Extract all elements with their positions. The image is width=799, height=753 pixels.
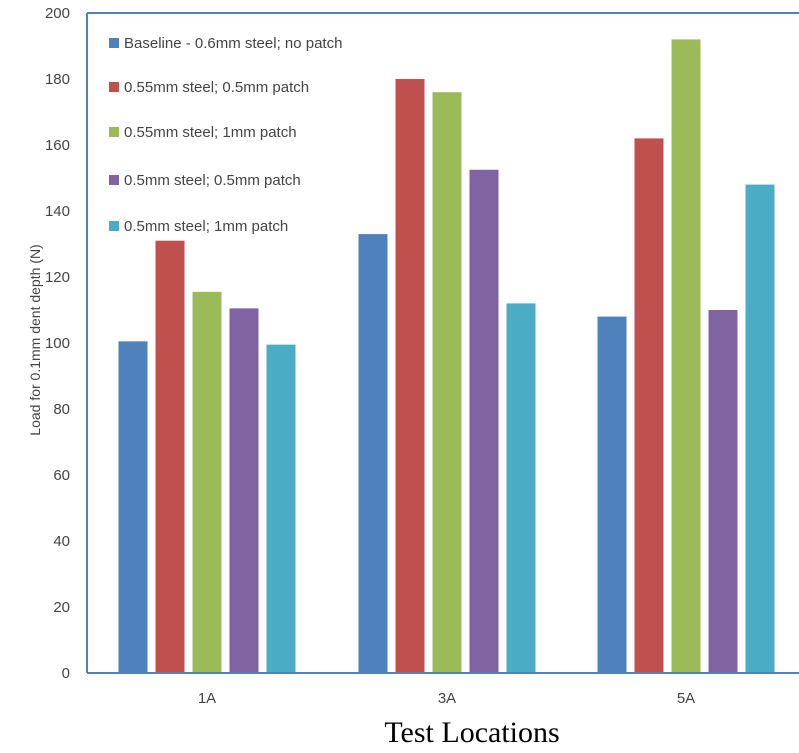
bar-3a-series-3	[432, 92, 462, 673]
bar-5a-series-2	[634, 138, 664, 673]
y-axis-ticks: 0 20 40 60 80 100 120 140 160 180 200	[45, 5, 70, 682]
bar-3a-series-4	[469, 169, 499, 673]
y-tick-label: 60	[53, 467, 70, 484]
x-axis-title: Test Locations	[384, 716, 559, 749]
axes	[86, 12, 799, 674]
legend-swatch	[109, 221, 119, 231]
bar-5a-series-1	[597, 316, 627, 673]
y-tick-label: 0	[62, 665, 70, 682]
x-tick-label: 1A	[198, 690, 216, 707]
bar-5a-series-4	[708, 310, 738, 673]
y-tick-label: 20	[53, 599, 70, 616]
y-tick-label: 100	[45, 335, 70, 352]
y-axis-label: Load for 0.1mm dent depth (N)	[27, 244, 43, 435]
y-tick-label: 140	[45, 203, 70, 220]
bar-1a-series-1	[118, 341, 148, 673]
legend-label: 0.55mm steel; 0.5mm patch	[124, 79, 309, 96]
y-tick-label: 80	[53, 401, 70, 418]
bar-3a-series-2	[395, 79, 425, 673]
legend-label: 0.5mm steel; 0.5mm patch	[124, 172, 301, 189]
y-tick-label: 120	[45, 269, 70, 286]
x-tick-label: 3A	[438, 690, 456, 707]
y-tick-label: 180	[45, 71, 70, 88]
bar-1a-series-5	[266, 344, 296, 673]
legend-swatch	[109, 82, 119, 92]
bar-1a-series-3	[192, 291, 222, 673]
x-tick-label: 5A	[677, 690, 695, 707]
bar-1a-series-4	[229, 308, 259, 673]
bars	[118, 39, 775, 673]
legend: Baseline - 0.6mm steel; no patch 0.55mm s…	[109, 35, 342, 235]
legend-swatch	[109, 175, 119, 185]
bar-5a-series-3	[671, 39, 701, 673]
y-tick-label: 40	[53, 533, 70, 550]
bar-3a-series-1	[358, 234, 388, 673]
legend-label: 0.55mm steel; 1mm patch	[124, 124, 297, 141]
legend-swatch	[109, 38, 119, 48]
legend-label: Baseline - 0.6mm steel; no patch	[124, 35, 342, 52]
bar-3a-series-5	[506, 303, 536, 673]
bar-1a-series-2	[155, 240, 185, 673]
legend-swatch	[109, 127, 119, 137]
bar-5a-series-5	[745, 184, 775, 673]
y-tick-label: 200	[45, 5, 70, 22]
legend-label: 0.5mm steel; 1mm patch	[124, 218, 288, 235]
x-axis-ticks: 1A 3A 5A	[198, 690, 695, 707]
y-tick-label: 160	[45, 137, 70, 154]
